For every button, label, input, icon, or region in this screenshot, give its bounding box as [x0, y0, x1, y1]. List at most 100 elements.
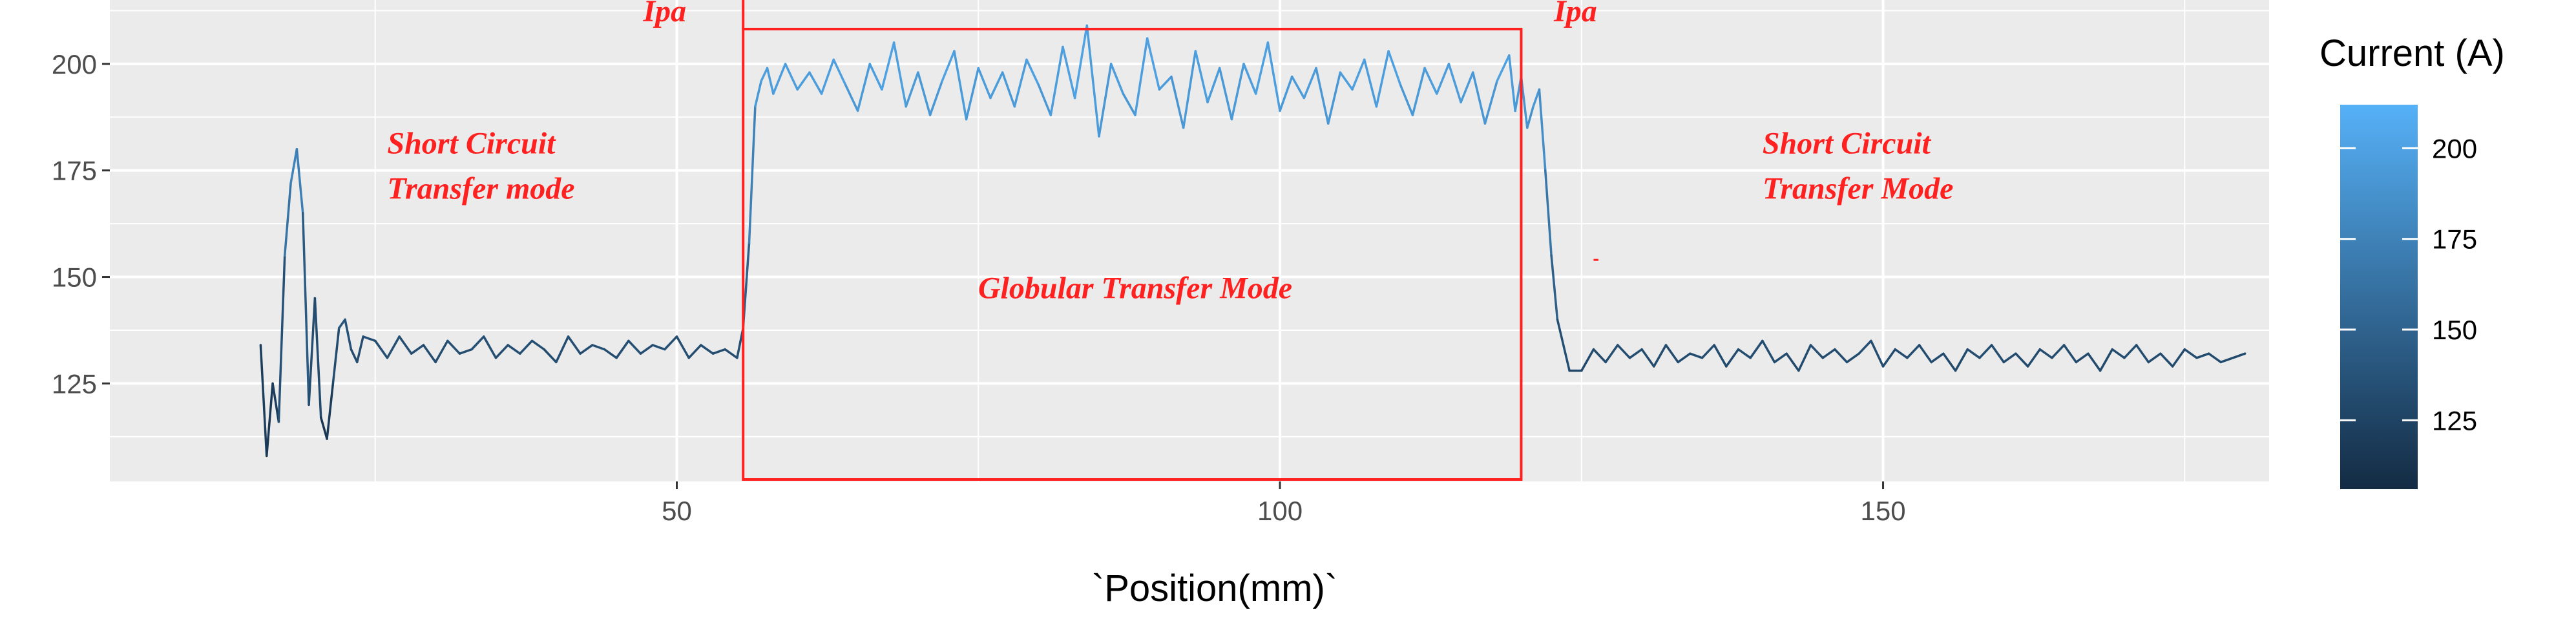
line-segment	[2219, 357, 2234, 364]
line-segment	[2051, 344, 2066, 359]
line-segment	[1134, 37, 1149, 116]
line-segment	[2232, 352, 2246, 359]
line-segment	[1001, 71, 1016, 108]
x-tick-label: 100	[1257, 496, 1303, 526]
legend-tick-label: 125	[2432, 405, 2477, 436]
line-segment	[289, 148, 298, 185]
line-segment	[1538, 88, 1547, 172]
line-segment	[2026, 348, 2042, 368]
line-segment	[1435, 63, 1450, 95]
line-segment	[1254, 41, 1270, 95]
line-segment	[1049, 45, 1064, 116]
line-segment	[2038, 348, 2053, 359]
line-segment	[1942, 352, 1957, 372]
line-segment	[1532, 88, 1541, 108]
line-segment	[1785, 352, 1800, 372]
line-segment	[977, 67, 992, 100]
line-segment	[283, 182, 292, 257]
annotation-label: Transfer mode	[387, 171, 574, 205]
line-segment	[766, 67, 775, 95]
line-segment	[1834, 348, 1848, 364]
color-legend: Current (A) 125 150 175 200	[2319, 32, 2505, 489]
legend-tick-label: 175	[2432, 224, 2477, 255]
line-segment	[905, 71, 919, 108]
line-segment	[2111, 348, 2126, 359]
line-segment	[2135, 344, 2150, 364]
legend-ticks: 125 150 175 200	[2340, 133, 2477, 436]
line-segment	[271, 382, 280, 423]
line-segment	[772, 63, 787, 95]
line-segment	[1653, 344, 1668, 368]
line-segment	[1303, 67, 1317, 100]
line-segment	[1809, 344, 1824, 359]
line-segment	[868, 63, 883, 91]
line-segment	[1399, 84, 1414, 116]
line-segment	[344, 318, 353, 351]
line-segment	[1363, 58, 1378, 108]
line-segment	[844, 84, 859, 112]
line-segment	[603, 348, 618, 359]
line-segment	[1447, 63, 1462, 103]
line-segment	[567, 335, 581, 355]
line-segment	[422, 344, 437, 364]
line-segment	[331, 326, 340, 385]
line-segment	[2207, 352, 2223, 364]
line-segment	[1725, 348, 1740, 368]
line-segment	[1918, 344, 1932, 364]
line-segment	[1146, 37, 1161, 91]
line-segment	[1821, 348, 1836, 359]
line-segment	[1870, 339, 1885, 368]
line-segment	[615, 339, 630, 359]
line-segment	[1749, 339, 1764, 359]
line-segment	[1351, 58, 1366, 91]
line-segment	[1230, 63, 1245, 121]
y-tick-label: 125	[52, 368, 97, 399]
line-segment	[675, 335, 690, 359]
line-segment	[881, 41, 895, 91]
line-segment	[1109, 63, 1125, 95]
line-segment	[1423, 67, 1438, 95]
line-segment	[1664, 344, 1679, 364]
line-segment	[483, 335, 497, 359]
line-segment	[664, 335, 678, 351]
line-segment	[784, 63, 799, 91]
line-segment	[2159, 352, 2174, 368]
line-segment	[1858, 339, 1872, 355]
line-segment	[1098, 63, 1113, 138]
line-segment	[319, 416, 328, 440]
line-segment	[410, 344, 425, 355]
annotation-label: Short Circuit	[387, 126, 556, 160]
line-segment	[1242, 63, 1257, 95]
line-segment	[953, 50, 968, 121]
line-segment	[1218, 67, 1233, 121]
line-segment	[373, 339, 389, 359]
line-segment	[2099, 348, 2114, 372]
line-segment	[355, 335, 364, 364]
line-segment	[1556, 318, 1571, 372]
line-segment	[1737, 348, 1752, 359]
line-segment	[1881, 348, 1896, 368]
line-segment	[754, 79, 762, 108]
line-segment	[1194, 50, 1209, 103]
line-segment	[1206, 67, 1221, 103]
line-segment	[796, 71, 811, 91]
legend-tick-label: 200	[2432, 133, 2477, 163]
line-segment	[820, 58, 835, 95]
line-segment	[2195, 352, 2210, 359]
line-segment	[1640, 348, 1655, 368]
line-segment	[555, 335, 570, 364]
line-segment	[1526, 105, 1534, 129]
line-segment	[1025, 58, 1040, 87]
line-segment	[1713, 344, 1728, 368]
line-segment	[507, 344, 521, 355]
line-segment	[519, 339, 534, 355]
line-segment	[711, 348, 726, 355]
line-segment	[2123, 344, 2138, 359]
line-segment	[337, 318, 346, 330]
line-segment	[1701, 344, 1715, 359]
line-segment	[362, 335, 377, 342]
line-segment	[1460, 71, 1474, 103]
line-segment	[627, 339, 642, 355]
line-segment	[1550, 254, 1559, 321]
